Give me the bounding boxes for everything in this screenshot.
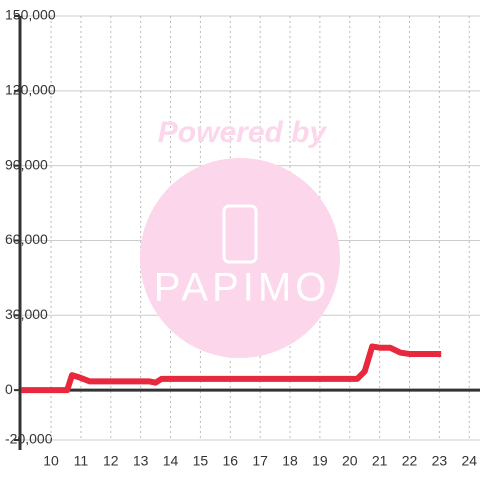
watermark-logo: PAPIMO	[154, 266, 331, 310]
y-tick-label: 120,000	[5, 82, 56, 98]
x-tick-label: 21	[372, 453, 388, 469]
y-tick-label: 30,000	[5, 306, 48, 322]
x-tick-label: 10	[43, 453, 59, 469]
y-tick-label: 150,000	[5, 7, 56, 23]
x-tick-label: 19	[312, 453, 328, 469]
x-tick-label: 13	[133, 453, 149, 469]
watermark-phone	[222, 204, 258, 264]
x-tick-label: 12	[103, 453, 119, 469]
y-tick-label: 0	[5, 381, 13, 397]
data-line	[21, 343, 442, 394]
x-tick-label: 20	[342, 453, 358, 469]
y-tick-label: 90,000	[5, 156, 48, 172]
y-tick-label: -20,000	[5, 431, 53, 447]
x-tick-label: 15	[193, 453, 209, 469]
x-tick-label: 24	[461, 453, 477, 469]
x-tick-label: 11	[74, 453, 89, 469]
watermark: Powered by PAPIMO	[140, 116, 340, 358]
x-tick-label: 22	[402, 453, 418, 469]
watermark-text: Powered by	[158, 116, 328, 149]
y-tick-label: 60,000	[5, 231, 48, 247]
x-tick-label: 16	[222, 453, 238, 469]
x-tick-label: 18	[282, 453, 298, 469]
x-tick-label: 17	[252, 453, 268, 469]
x-tick-label: 23	[432, 453, 448, 469]
x-tick-label: 14	[163, 453, 179, 469]
watermark-circle	[140, 158, 340, 358]
